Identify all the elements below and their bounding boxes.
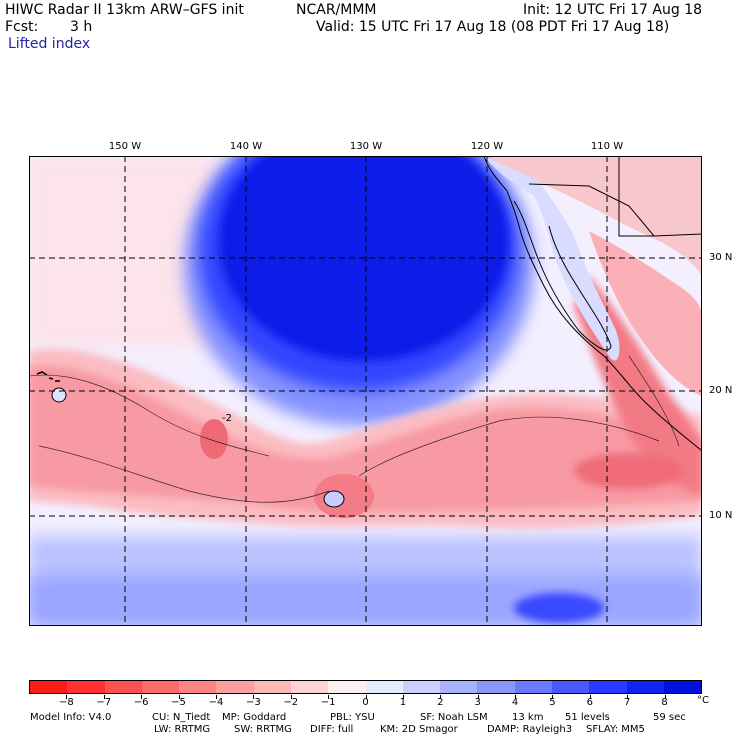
color-scale-tick (477, 695, 479, 699)
color-scale-tick (589, 695, 591, 699)
color-scale-tick (365, 695, 367, 699)
color-scale-tick (328, 695, 330, 699)
cumulus-scheme: CU: N_Tiedt (152, 712, 211, 723)
surface-layer-option: SFLAY: MM5 (586, 724, 645, 735)
valid-time: Valid: 15 UTC Fri 17 Aug 18 (08 PDT Fri … (316, 19, 670, 35)
color-scale-tick (215, 695, 217, 699)
color-scale-tick (440, 695, 442, 699)
color-scale-swatch (551, 681, 590, 693)
color-scale-tick-label: −8 (59, 697, 74, 708)
color-scale-swatch (402, 681, 441, 693)
lon-label-150w: 150 W (108, 141, 142, 152)
state-boundary (618, 156, 654, 237)
color-scale-tick-label: −2 (283, 697, 299, 708)
microphysics-scheme: MP: Goddard (222, 712, 287, 723)
color-scale-swatch (477, 681, 515, 693)
color-scale-tick-label: −4 (208, 697, 224, 708)
color-scale-tick (515, 695, 517, 699)
color-scale-swatch (290, 681, 329, 693)
color-scale-tick (664, 695, 666, 699)
contour-label: -2 (222, 413, 232, 424)
color-scale-swatch (663, 681, 702, 693)
color-scale-tick-label: −6 (133, 697, 149, 708)
grid-lines (29, 156, 702, 626)
model-info: Model Info: V4.0 (30, 712, 112, 723)
longwave-scheme: LW: RRTMG (154, 724, 211, 735)
lat-label-10n: 10 N (709, 510, 733, 521)
color-scale-swatch (514, 681, 552, 693)
lon-label-130w: 130 W (349, 141, 383, 152)
color-scale-tick (253, 695, 255, 699)
color-scale-swatch (626, 681, 664, 693)
contour-lines (29, 355, 680, 503)
product-title: HIWC Radar II 13km ARW–GFS init (5, 2, 244, 18)
lon-label-110w: 110 W (590, 141, 624, 152)
damping-option: DAMP: Rayleigh3 (487, 724, 573, 735)
color-scale-swatch (67, 681, 105, 693)
color-scale-swatch (589, 681, 627, 693)
organization-label: NCAR/MMM (296, 2, 377, 18)
baja-peninsula-outline (513, 200, 612, 351)
color-scale-tick-label: 2 (437, 697, 444, 708)
color-scale-tick (627, 695, 629, 699)
vertical-levels: 51 levels (565, 712, 610, 723)
color-scale-swatch (328, 681, 366, 693)
color-scale-swatch (253, 681, 291, 693)
timestep: 59 sec (653, 712, 686, 723)
storm-center (323, 490, 345, 508)
us-west-coastline (483, 156, 702, 452)
color-scale-bar (29, 680, 702, 694)
color-scale-swatch (179, 681, 217, 693)
color-scale-swatch (216, 681, 254, 693)
color-scale-tick (552, 695, 554, 699)
color-scale-tick-label: 8 (661, 697, 668, 708)
color-scale-tick-label: 0 (362, 697, 369, 708)
color-scale-tick (66, 695, 68, 699)
lat-label-20n: 20 N (709, 385, 733, 396)
color-scale-tick-label: −3 (245, 697, 261, 708)
pbl-scheme: PBL: YSU (330, 712, 375, 723)
color-scale-tick-label: 6 (586, 697, 594, 708)
color-scale-unit: °C (697, 695, 709, 706)
color-scale-tick-label: −5 (171, 697, 186, 708)
color-scale-tick-label: −1 (320, 697, 336, 708)
lon-label-120w: 120 W (470, 141, 504, 152)
eddy-coefficient: KM: 2D Smagor (380, 724, 458, 735)
color-scale-tick (178, 695, 180, 699)
color-scale-tick (290, 695, 292, 699)
color-scale-tick-label: 3 (474, 697, 481, 708)
lat-label-30n: 30 N (709, 252, 733, 263)
shortwave-scheme: SW: RRTMG (234, 724, 292, 735)
color-scale-tick (141, 695, 143, 699)
color-scale-swatch (30, 681, 68, 693)
hawaii-islands (36, 371, 60, 382)
north-america-land (489, 156, 702, 276)
surface-scheme: SF: Noah LSM (420, 712, 488, 723)
diffusion-option: DIFF: full (310, 724, 354, 735)
color-scale-swatch (440, 681, 478, 693)
init-time: Init: 12 UTC Fri 17 Aug 18 (523, 2, 703, 18)
forecast-label: Fcst: (5, 19, 39, 35)
forecast-hours: 3 h (70, 19, 93, 35)
color-scale-tick-label: 1 (399, 697, 407, 708)
color-scale-swatch (104, 681, 142, 693)
lifted-index-map: -2 (29, 156, 702, 626)
color-scale-tick-label: 4 (511, 697, 519, 708)
color-scale-tick (103, 695, 105, 699)
color-scale-tick-label: −7 (96, 697, 112, 708)
color-scale-tick (402, 695, 404, 699)
color-scale-tick-label: 5 (549, 697, 556, 708)
us-mexico-border (528, 183, 702, 237)
color-scale-swatch (141, 681, 180, 693)
lon-label-140w: 140 W (229, 141, 263, 152)
field-name: Lifted index (8, 36, 91, 52)
grid-spacing: 13 km (512, 712, 544, 723)
color-scale-tick-label: 7 (624, 697, 631, 708)
color-scale-swatch (365, 681, 403, 693)
